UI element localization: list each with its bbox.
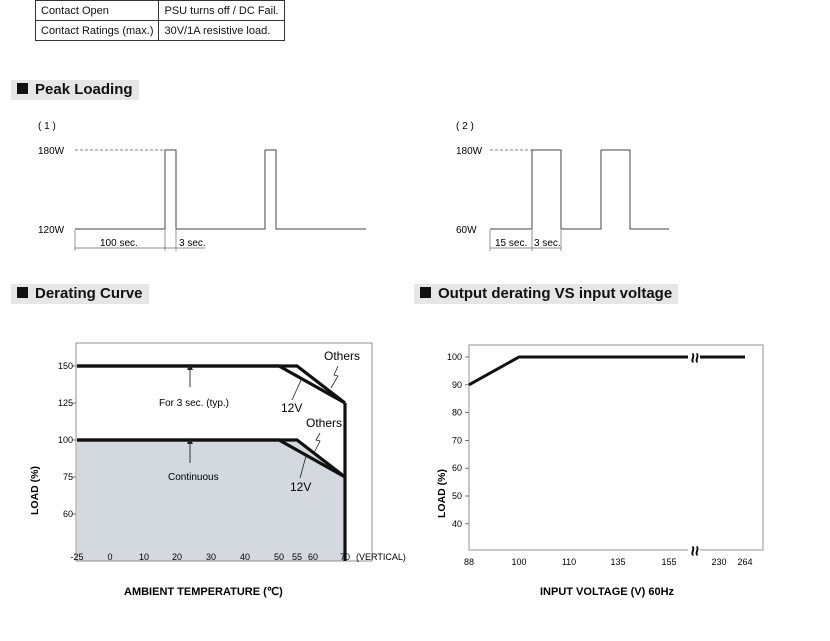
series-line bbox=[77, 364, 346, 405]
low-level-label: 60W bbox=[456, 225, 477, 236]
derating-curve-heading: Derating Curve bbox=[11, 284, 149, 304]
y-tick-label: 100 bbox=[58, 435, 73, 445]
section-title: Peak Loading bbox=[35, 81, 133, 98]
series-label-12v: 12V bbox=[290, 480, 311, 494]
bullet-square-icon bbox=[420, 287, 431, 298]
table-cell: 30V/1A resistive load. bbox=[158, 20, 285, 41]
y-axis-label: LOAD (%) bbox=[29, 466, 41, 515]
x-tick-label: 230 bbox=[711, 557, 726, 567]
table-cell: Contact Open bbox=[34, 0, 160, 21]
table-cell: Contact Ratings (max.) bbox=[34, 20, 160, 41]
series-label-others: Others bbox=[306, 416, 342, 430]
output-derating-heading: Output derating VS input voltage bbox=[414, 284, 679, 304]
duration-label: 3 sec. bbox=[179, 238, 206, 249]
y-tick-label: 60 bbox=[63, 509, 73, 519]
axis-break-icon: ≈ bbox=[685, 353, 705, 363]
duration-label: 3 sec. bbox=[534, 238, 561, 249]
y-tick-label: 75 bbox=[63, 472, 73, 482]
callout-line bbox=[313, 432, 321, 454]
high-level-label: 180W bbox=[38, 146, 65, 157]
x-tick-label: 88 bbox=[464, 557, 474, 567]
y-tick-label: 90 bbox=[452, 380, 462, 390]
x-axis-label: AMBIENT TEMPERATURE (℃) bbox=[124, 586, 283, 598]
annotation-label: Continuous bbox=[168, 472, 219, 483]
y-tick-label: 80 bbox=[452, 408, 462, 418]
section-title: Output derating VS input voltage bbox=[438, 285, 673, 302]
duration-label: 100 sec. bbox=[100, 238, 138, 249]
diagram-tag: ( 1 ) bbox=[38, 121, 56, 132]
low-level-label: 120W bbox=[38, 225, 65, 236]
diagram-tag: ( 2 ) bbox=[456, 121, 474, 132]
x-tick-label: 10 bbox=[139, 552, 149, 562]
plot-frame bbox=[468, 344, 764, 551]
break-gap bbox=[688, 543, 700, 557]
load-waveform bbox=[490, 149, 669, 230]
callout-line bbox=[299, 455, 307, 479]
series-line bbox=[77, 438, 346, 479]
x-axis-label: INPUT VOLTAGE (V) 60Hz bbox=[540, 586, 675, 598]
series-label-others: Others bbox=[324, 349, 360, 363]
high-level-label: 180W bbox=[456, 146, 483, 157]
bullet-square-icon bbox=[17, 83, 28, 94]
axis-break-icon: ≈ bbox=[685, 546, 705, 556]
x-axis-suffix: (VERTICAL) bbox=[356, 552, 406, 562]
y-tick-label: 40 bbox=[452, 519, 462, 529]
callout-line bbox=[330, 365, 339, 389]
peak-loading-diagram-1: ( 1 ) 180W 120W 100 sec. 3 sec. bbox=[38, 121, 366, 251]
y-axis-label: LOAD (%) bbox=[436, 469, 448, 518]
x-tick-label: 30 bbox=[206, 552, 216, 562]
load-waveform bbox=[75, 149, 366, 230]
x-tick-label: 110 bbox=[562, 557, 576, 567]
contact-table: Contact Open PSU turns off / DC Fail. Co… bbox=[34, 0, 285, 41]
table-row: Contact Open PSU turns off / DC Fail. bbox=[34, 0, 285, 21]
y-tick-label: 150 bbox=[58, 361, 73, 371]
duration-label: 15 sec. bbox=[495, 238, 527, 249]
callout-line bbox=[291, 377, 303, 401]
annotation-label: For 3 sec. (typ.) bbox=[159, 398, 229, 409]
y-tick-label: 100 bbox=[447, 352, 462, 362]
x-tick-label: 55 bbox=[292, 552, 302, 562]
y-tick-label: 70 bbox=[452, 435, 462, 445]
y-tick-label: 50 bbox=[452, 491, 462, 501]
x-tick-label: 50 bbox=[274, 552, 284, 562]
peak-loading-diagram-2: ( 2 ) 180W 60W 15 sec. 3 sec. bbox=[456, 121, 669, 251]
section-title: Derating Curve bbox=[35, 285, 143, 302]
continuous-area-fill bbox=[77, 440, 345, 561]
arrow-head-icon bbox=[187, 438, 193, 444]
bullet-square-icon bbox=[17, 287, 28, 298]
table-cell: PSU turns off / DC Fail. bbox=[158, 0, 285, 21]
series-label-12v: 12V bbox=[281, 401, 302, 415]
x-tick-label: 20 bbox=[172, 552, 182, 562]
y-tick-label: 125 bbox=[58, 398, 73, 408]
plot-frame bbox=[75, 342, 373, 562]
arrow-head-icon bbox=[187, 364, 193, 370]
x-tick-label: 40 bbox=[240, 552, 250, 562]
x-tick-label: 100 bbox=[511, 557, 526, 567]
series-line bbox=[468, 355, 745, 387]
x-tick-label: 135 bbox=[610, 557, 625, 567]
x-tick-label: 0 bbox=[107, 552, 112, 562]
x-tick-label: 264 bbox=[737, 557, 752, 567]
x-tick-label: -25 bbox=[70, 552, 83, 562]
x-tick-label: 155 bbox=[661, 557, 676, 567]
table-row: Contact Ratings (max.) 30V/1A resistive … bbox=[34, 20, 285, 41]
peak-loading-heading: Peak Loading bbox=[11, 80, 139, 100]
y-tick-label: 60 bbox=[452, 463, 462, 473]
x-tick-label: 60 bbox=[308, 552, 318, 562]
break-gap bbox=[688, 350, 700, 364]
